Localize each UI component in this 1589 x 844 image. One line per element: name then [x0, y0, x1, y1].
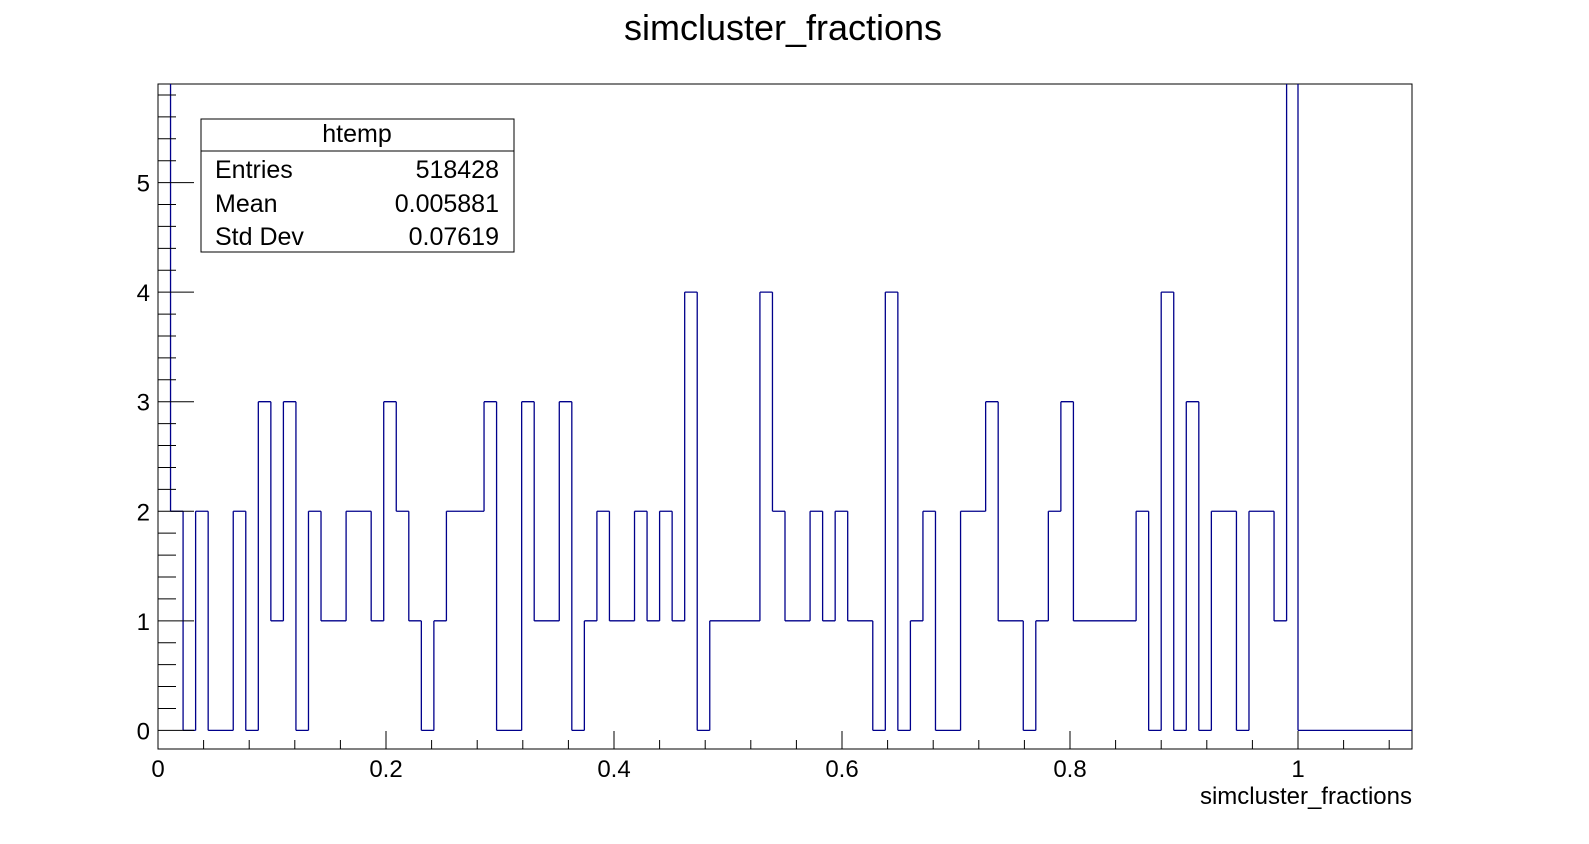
stats-entries-label: Entries	[215, 156, 293, 184]
histogram-bin	[934, 511, 961, 732]
histogram-bin	[1035, 620, 1049, 731]
histogram-bin	[1148, 511, 1162, 732]
histogram-bin	[633, 510, 648, 621]
histogram-bin	[1072, 401, 1137, 622]
histogram-bin	[897, 292, 911, 732]
histogram-bin	[1022, 620, 1036, 732]
histogram-bin	[834, 510, 848, 621]
histogram-bin	[821, 511, 836, 622]
histogram-bin	[1285, 84, 1288, 621]
histogram-bin	[1173, 292, 1187, 732]
histogram-bin	[257, 401, 271, 731]
histogram-bin	[872, 620, 886, 732]
plot-frame	[157, 83, 1413, 750]
histogram-bin	[997, 401, 1024, 622]
histogram-bin	[408, 511, 422, 622]
histogram-bin	[395, 401, 409, 512]
histogram-bin	[1160, 291, 1174, 731]
histogram-bin	[909, 620, 923, 731]
histogram-bin	[1297, 84, 1412, 732]
stats-stddev-label: Std Dev	[215, 223, 304, 251]
histogram-bin	[558, 401, 572, 621]
histogram-bin	[771, 292, 785, 512]
histogram-bin	[847, 511, 873, 622]
histogram-bin	[571, 401, 585, 732]
histogram-bin	[370, 511, 384, 622]
histogram-bin	[483, 401, 497, 512]
histogram-bin	[1210, 510, 1237, 731]
histogram-bin	[1248, 510, 1275, 731]
histogram-bin	[169, 84, 184, 512]
histogram-bin	[383, 401, 397, 621]
y-tick-label: 4	[137, 280, 150, 307]
y-tick-label: 3	[137, 390, 150, 417]
histogram-bin	[959, 510, 986, 731]
histogram-bin	[282, 401, 296, 621]
histogram-bin	[809, 510, 823, 621]
y-tick-label: 0	[137, 718, 150, 745]
histogram-bin	[709, 620, 760, 731]
histogram-bin	[684, 291, 698, 621]
histogram-bin	[1198, 401, 1212, 732]
histogram-bin	[1135, 510, 1149, 621]
histogram-bin	[658, 510, 673, 621]
histogram-bin	[295, 401, 309, 732]
y-tick-label: 1	[137, 609, 150, 636]
histogram-bin	[759, 291, 773, 621]
histogram-bin	[533, 401, 560, 622]
histogram-bin	[207, 511, 234, 732]
histogram-bin	[608, 511, 635, 622]
histogram-bin	[1047, 510, 1061, 621]
histogram-bin	[445, 510, 485, 621]
stats-box: htemp Entries 518428 Mean 0.005881 Std D…	[200, 118, 515, 253]
chart-title: simcluster_fractions	[624, 7, 942, 48]
x-tick-label: 0.4	[597, 756, 630, 783]
stats-box-title: htemp	[322, 120, 391, 148]
histogram-bin	[1235, 511, 1249, 732]
histogram-bin	[696, 292, 710, 732]
histogram-bin	[1185, 401, 1199, 731]
histogram-bin	[646, 511, 660, 622]
histogram-bin	[270, 401, 284, 622]
stats-mean-label: Mean	[215, 190, 278, 218]
histogram-bin	[495, 401, 522, 732]
histogram-bin	[245, 511, 259, 732]
histogram-bin	[922, 510, 936, 621]
histogram-bin	[583, 620, 597, 731]
x-tick-label: 0	[151, 756, 164, 783]
stats-box-frame	[200, 118, 515, 253]
histogram-bin	[420, 620, 434, 732]
histogram-bin	[596, 510, 610, 621]
histogram-bin	[671, 511, 685, 622]
histogram-bin	[1273, 511, 1287, 622]
histogram-bin	[884, 291, 898, 731]
y-tick-label: 2	[137, 499, 150, 526]
x-tick-label: 1	[1291, 756, 1304, 783]
stats-mean-value: 0.005881	[395, 190, 499, 218]
x-tick-label: 0.2	[369, 756, 402, 783]
x-tick-label: 0.6	[825, 756, 858, 783]
stats-stddev-value: 0.07619	[409, 223, 499, 251]
histogram-bin	[320, 511, 347, 622]
y-tick-label: 5	[137, 171, 150, 198]
histogram-bin	[194, 510, 209, 731]
histogram-bin	[232, 510, 246, 731]
histogram-bin	[784, 511, 811, 622]
x-axis-label: simcluster_fractions	[1200, 783, 1412, 810]
histogram-bin	[307, 510, 322, 731]
histogram-bin	[433, 620, 447, 731]
histogram-bin	[345, 510, 372, 621]
histogram-bin	[521, 401, 535, 731]
histogram-bin	[984, 401, 999, 512]
histogram-bin	[1060, 401, 1074, 512]
stats-entries-value: 518428	[416, 156, 499, 184]
x-tick-label: 0.8	[1053, 756, 1086, 783]
